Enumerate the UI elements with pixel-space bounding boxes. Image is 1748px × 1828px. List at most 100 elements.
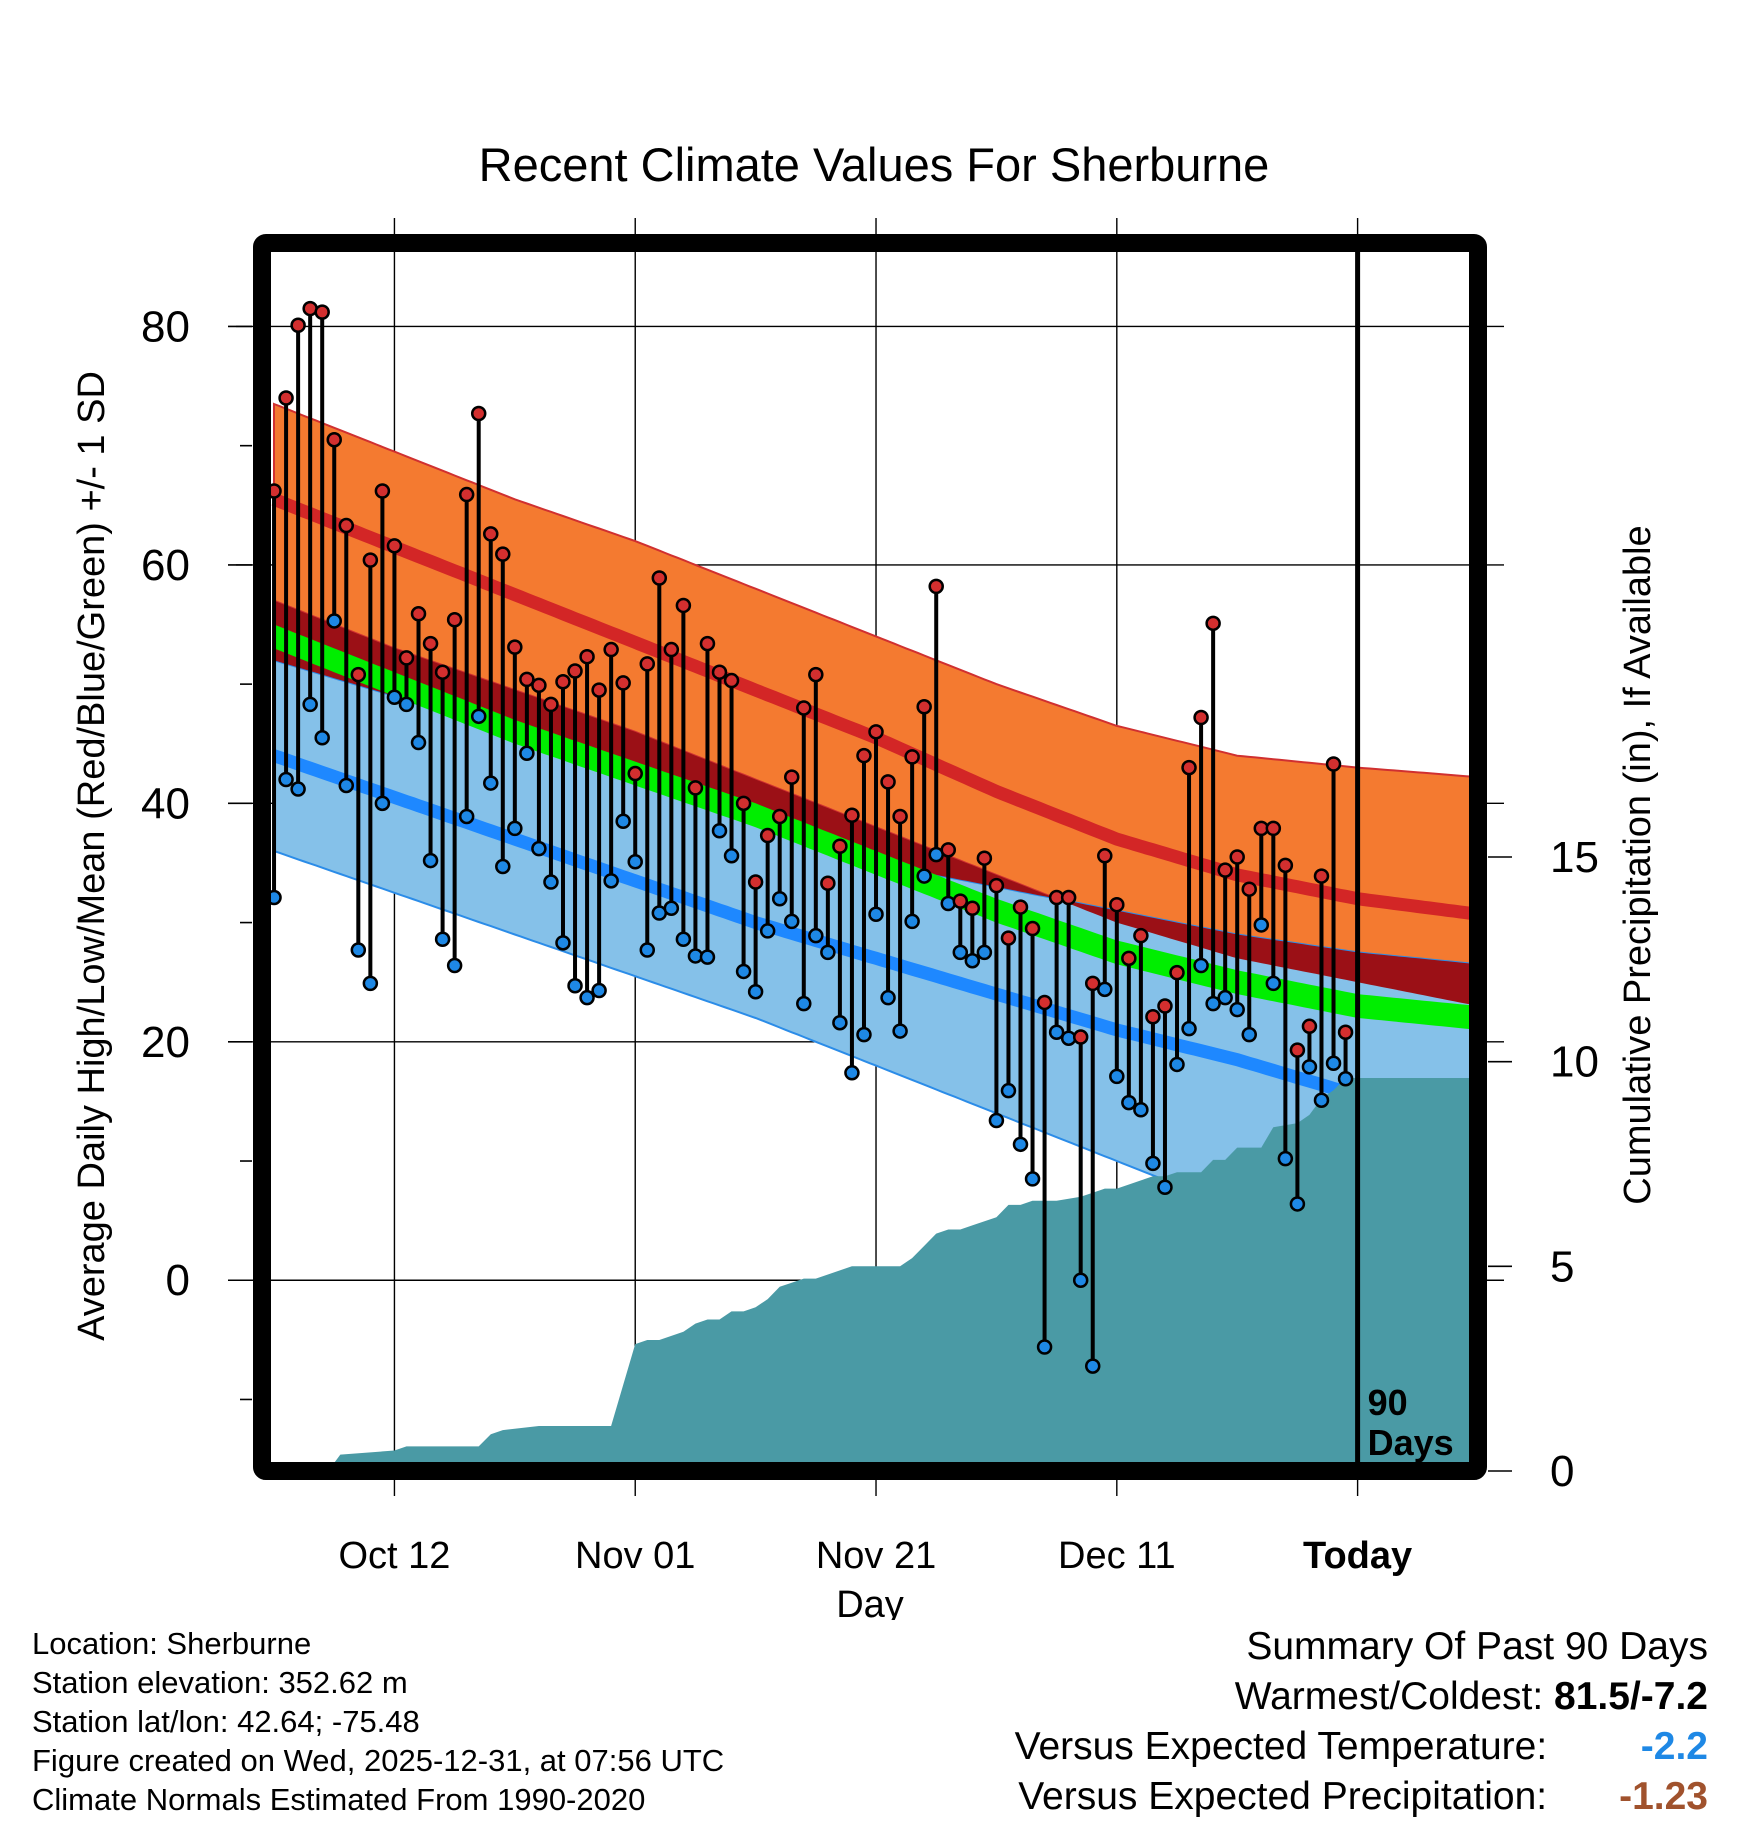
high-point [483,526,499,542]
high-point [783,769,800,785]
high-point [543,696,559,713]
low-point [1241,1026,1257,1043]
x-tick-label: Today [1303,1535,1412,1577]
low-point [1181,1020,1197,1037]
y-axis-label-right: Cumulative Precipitation (in), If Availa… [1617,525,1659,1204]
x-tick-label: Dec 11 [1058,1535,1176,1577]
low-point [940,895,957,912]
high-point [1337,1024,1354,1041]
low-point [988,1112,1005,1129]
low-point [446,957,463,974]
high-point [651,570,668,586]
created-text: Figure created on Wed, 2025-12-31, at 07… [32,1743,725,1778]
low-point [1313,1092,1330,1108]
high-point [832,838,848,855]
low-point [1253,917,1270,933]
high-point [1325,756,1342,772]
high-point [591,682,607,698]
today-annotation-line1: 90 [1368,1382,1408,1423]
low-point [1000,1082,1017,1099]
low-point [338,777,355,794]
high-point [735,795,752,812]
low-point [675,931,692,948]
high-point [1217,862,1233,878]
low-point [603,873,619,889]
low-point [531,840,547,857]
low-point [747,983,764,1000]
x-tick-label: Nov 21 [816,1535,936,1577]
low-point [579,989,595,1006]
low-point [699,949,716,965]
high-point [495,546,511,562]
summary-warmest-row: Warmest/Coldest: 81.5/-7.2 [1015,1672,1708,1722]
high-point [1265,820,1282,837]
low-point [1289,1196,1306,1212]
low-point [663,900,680,917]
low-point [507,820,523,837]
low-point [458,808,475,825]
low-point [832,1014,848,1031]
high-point [1289,1042,1306,1058]
high-point [952,893,969,909]
high-point [723,672,740,689]
y-tick-label-left: 40 [141,779,190,828]
high-point [1313,868,1330,884]
high-point [1036,994,1053,1011]
low-point [880,989,896,1006]
warmest-label: Warmest/Coldest: [1234,1675,1544,1718]
high-point [278,390,294,406]
high-point [1072,1029,1089,1045]
low-point [567,978,583,994]
high-point [916,699,932,715]
low-point [1169,1056,1185,1073]
high-point [398,650,415,666]
high-point [446,611,463,628]
high-point [507,639,523,655]
high-point [1145,1009,1161,1025]
low-point [1072,1272,1089,1288]
y-tick-label-right: 0 [1550,1447,1574,1496]
high-point [470,405,487,422]
low-point [398,696,415,713]
low-point [326,613,342,629]
high-point [615,675,631,691]
low-point [759,923,776,939]
low-mean-line [271,749,1480,1126]
high-point [892,808,908,825]
high-point [796,700,812,716]
low-point [314,730,330,746]
high-point [1205,615,1221,632]
low-point [1277,1150,1294,1167]
low-point [808,927,824,944]
low-point [783,913,800,930]
low-point [350,942,367,958]
low-point [820,944,836,961]
high-point [1024,920,1041,937]
low-point [1048,1024,1065,1041]
low-point [543,874,559,890]
low-point [1337,1071,1354,1087]
low-point [844,1065,860,1081]
y-tick-label-right: 15 [1550,833,1599,882]
high-point [326,431,342,448]
high-point [904,749,920,765]
high-point [1097,848,1113,864]
y-tick-label-left: 0 [166,1256,190,1305]
y-tick-label-left: 20 [141,1018,190,1067]
low-point [952,944,969,961]
today-annotation-line2: Days [1368,1422,1454,1463]
low-point [495,858,511,875]
low-point [1157,1179,1173,1195]
x-axis-label: Day [836,1584,904,1620]
low-point [796,995,812,1012]
low-point [904,913,920,930]
low-point [278,771,294,788]
high-point [1157,998,1173,1014]
temp-label: Versus Expected Temperature: [1014,1725,1548,1768]
high-point [964,900,981,917]
low-point [362,975,379,992]
high-point [1241,881,1257,897]
summary-precip-row: Versus Expected Precipitation: -1.23 [1015,1772,1708,1822]
y-tick-label-right: 10 [1550,1038,1599,1087]
high-point [567,663,583,679]
